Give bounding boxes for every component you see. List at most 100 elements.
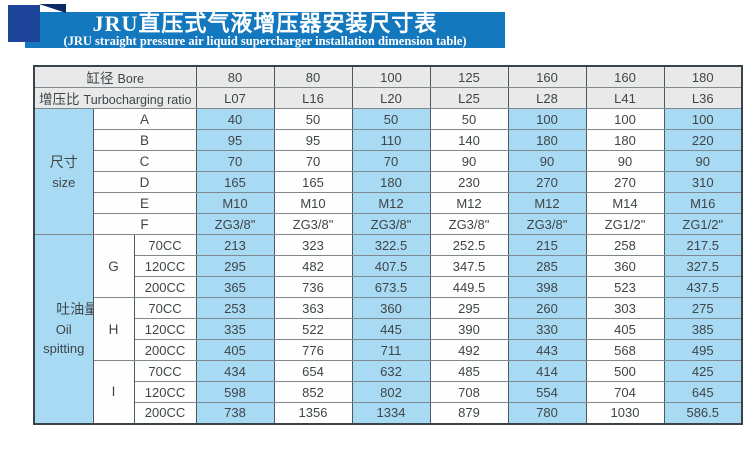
header-value-cell: L07 (195, 87, 275, 109)
value-cell: 654 (273, 360, 353, 382)
value-cell: 738 (195, 402, 275, 424)
cc-cell: 120CC (133, 318, 197, 340)
header-value-cell: 160 (585, 65, 665, 88)
value-cell: 140 (429, 129, 509, 151)
value-cell: 303 (585, 297, 665, 319)
cc-cell: 120CC (133, 381, 197, 403)
value-cell: 632 (351, 360, 431, 382)
value-cell: 1030 (585, 402, 665, 424)
value-cell: M10 (273, 192, 353, 214)
value-cell: 217.5 (663, 234, 743, 256)
value-cell: 405 (585, 318, 665, 340)
param-cell: I (92, 360, 135, 424)
cc-cell: 200CC (133, 276, 197, 298)
value-cell: M16 (663, 192, 743, 214)
oil-label-en-2: spitting (43, 341, 85, 357)
cc-cell: 70CC (133, 297, 197, 319)
value-cell: 295 (429, 297, 509, 319)
param-cell: E (92, 192, 197, 214)
value-cell: 70 (351, 150, 431, 172)
oil-label-zh: 吐油量 (56, 301, 92, 318)
value-cell: M12 (351, 192, 431, 214)
header-value-cell: L41 (585, 87, 665, 109)
size-row: F ZG3/8" ZG3/8" ZG3/8" ZG3/8" ZG3/8" ZG1/2" ZG1… (34, 213, 743, 235)
size-row: D 165 165 180 230 270 270 310 (34, 171, 743, 193)
value-cell: 414 (507, 360, 587, 382)
value-cell: 434 (195, 360, 275, 382)
value-cell: 323 (273, 234, 353, 256)
header-value-cell: 125 (429, 65, 509, 88)
oil-row: H 70CC 253 363 360 295 260 303 275 (34, 297, 743, 361)
header-row-label: 缸径 Bore (33, 65, 197, 88)
value-cell: 495 (663, 339, 743, 361)
value-cell: 260 (507, 297, 587, 319)
value-cell: ZG3/8" (273, 213, 353, 235)
param-cell: F (92, 213, 197, 235)
oil-row: 200CC 405 776 711 492 443 568 495 (34, 339, 743, 361)
value-cell: 802 (351, 381, 431, 403)
value-cell: 852 (273, 381, 353, 403)
oil-row: 120CC 295 482 407.5 347.5 285 360 327.5 (34, 255, 743, 277)
value-cell: 270 (507, 171, 587, 193)
value-cell: 485 (429, 360, 509, 382)
value-cell: ZG3/8" (507, 213, 587, 235)
header-value-cell: L36 (663, 87, 743, 109)
cc-cell: 200CC (133, 402, 197, 424)
cc-cell: 70CC (133, 360, 197, 382)
value-cell: 50 (273, 108, 353, 130)
value-cell: 220 (663, 129, 743, 151)
page-title: JRU直压式气液增压器安装尺寸表 (92, 11, 438, 36)
oil-row: 200CC 365 736 673.5 449.5 398 523 437.5 (34, 276, 743, 298)
value-cell: 425 (663, 360, 743, 382)
value-cell: 500 (585, 360, 665, 382)
value-cell: 554 (507, 381, 587, 403)
value-cell: 95 (195, 129, 275, 151)
value-cell: 445 (351, 318, 431, 340)
banner-fold-corner (39, 4, 66, 13)
value-cell: 385 (663, 318, 743, 340)
value-cell: 70 (195, 150, 275, 172)
value-cell: 50 (429, 108, 509, 130)
value-cell: 335 (195, 318, 275, 340)
value-cell: 492 (429, 339, 509, 361)
value-cell: ZG1/2" (663, 213, 743, 235)
value-cell: 598 (195, 381, 275, 403)
param-cell: D (92, 171, 197, 193)
value-cell: 100 (663, 108, 743, 130)
header-value-cell: 160 (507, 65, 587, 88)
value-cell: 736 (273, 276, 353, 298)
value-cell: M10 (195, 192, 275, 214)
value-cell: M12 (507, 192, 587, 214)
value-cell: 330 (507, 318, 587, 340)
value-cell: 704 (585, 381, 665, 403)
value-cell: 180 (351, 171, 431, 193)
value-cell: 165 (273, 171, 353, 193)
value-cell: 437.5 (663, 276, 743, 298)
value-cell: 673.5 (351, 276, 431, 298)
value-cell: 310 (663, 171, 743, 193)
value-cell: 100 (507, 108, 587, 130)
header-value-cell: 180 (663, 65, 743, 88)
oil-row: 120CC 598 852 802 708 554 704 645 (34, 381, 743, 403)
header-value-cell: 80 (273, 65, 353, 88)
oil-section-label: 吐油量 Oil spitting (33, 234, 94, 424)
value-cell: 482 (273, 255, 353, 277)
value-cell: 390 (429, 318, 509, 340)
header-value-cell: 100 (351, 65, 431, 88)
value-cell: 1334 (351, 402, 431, 424)
table-body: 缸径 Bore 80 80 100 125 160 160 180 增压比 Turbochargin… (33, 65, 743, 424)
value-cell: 360 (585, 255, 665, 277)
oil-row: 200CC 738 1356 1334 879 780 1030 586.5 (34, 402, 743, 424)
value-cell: 230 (429, 171, 509, 193)
value-cell: 776 (273, 339, 353, 361)
value-cell: 295 (195, 255, 275, 277)
value-cell: 90 (585, 150, 665, 172)
size-section-label: 尺寸 size (33, 108, 94, 235)
value-cell: 327.5 (663, 255, 743, 277)
value-cell: 258 (585, 234, 665, 256)
value-cell: 90 (429, 150, 509, 172)
value-cell: 780 (507, 402, 587, 424)
param-cell: B (92, 129, 197, 151)
header-label-zh: 缸径 (86, 71, 114, 86)
oil-label-en-1: Oil (55, 322, 72, 338)
